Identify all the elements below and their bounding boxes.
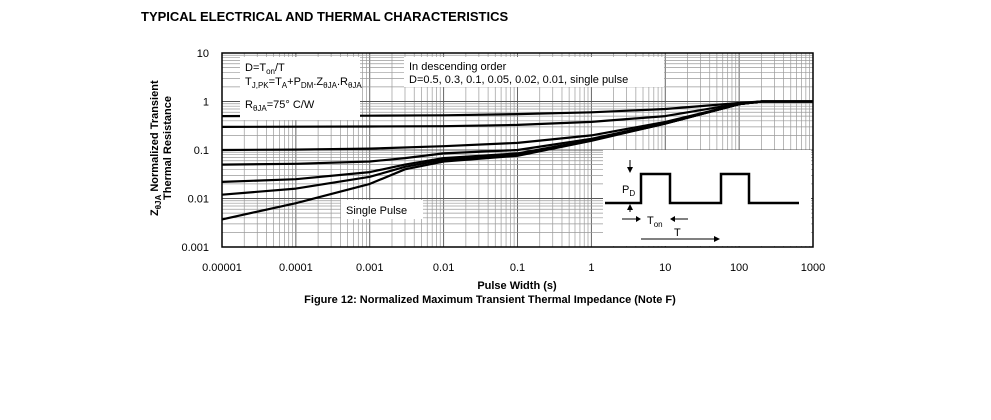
- single-pulse-label: Single Pulse: [346, 205, 407, 217]
- ton-label: Ton: [647, 215, 663, 229]
- single-pulse-label-box: Single Pulse: [341, 200, 423, 219]
- x-tick-label: 1: [588, 262, 594, 274]
- y-axis-title-line2: Thermal Resistance: [162, 96, 174, 200]
- formula-box: D=Ton/T TJ,PK=TA+PDM.ZθJA.RθJA RθJA=75° …: [240, 57, 362, 120]
- pulse-train-inset: PD Ton T: [603, 150, 811, 246]
- y-tick-label: 1: [203, 97, 209, 109]
- thermal-resistance-value: RθJA=75° C/W: [245, 99, 315, 113]
- x-tick-label: 0.01: [433, 262, 454, 274]
- x-tick-label: 0.001: [356, 262, 384, 274]
- x-tick-label: 10: [659, 262, 671, 274]
- order-legend-line1: In descending order: [409, 61, 507, 73]
- series-group: [221, 100, 813, 221]
- page-title: TYPICAL ELECTRICAL AND THERMAL CHARACTER…: [141, 9, 509, 24]
- order-legend-box: In descending order D=0.5, 0.3, 0.1, 0.0…: [404, 57, 664, 87]
- pulse-waveform: [605, 172, 799, 205]
- order-legend-line2: D=0.5, 0.3, 0.1, 0.05, 0.02, 0.01, singl…: [409, 74, 628, 86]
- duty-cycle-formula: D=Ton/T: [245, 62, 285, 76]
- period-label: T: [674, 227, 681, 239]
- x-tick-label: 0.1: [510, 262, 525, 274]
- y-tick-label: 0.1: [194, 145, 209, 157]
- y-tick-label: 10: [197, 48, 209, 60]
- y-tick-label: 0.001: [181, 242, 209, 254]
- series-line-6: [221, 100, 813, 221]
- x-axis-title: Pulse Width (s): [477, 280, 557, 292]
- junction-temp-formula: TJ,PK=TA+PDM.ZθJA.RθJA: [245, 76, 362, 90]
- y-tick-label: 0.01: [188, 194, 209, 206]
- y-axis-title-line1: ZθJA Normalized Transient: [149, 80, 163, 216]
- tick-labels: 0.00001 0.0001 0.001 0.01 0.1 1 10 100 1000 10 1 0.…: [181, 48, 825, 274]
- figure-caption: Figure 12: Normalized Maximum Transient …: [304, 294, 676, 306]
- x-tick-label: 0.00001: [202, 262, 242, 274]
- x-tick-label: 100: [730, 262, 748, 274]
- x-tick-label: 1000: [801, 262, 825, 274]
- pd-label: PD: [622, 184, 635, 198]
- x-tick-label: 0.0001: [279, 262, 313, 274]
